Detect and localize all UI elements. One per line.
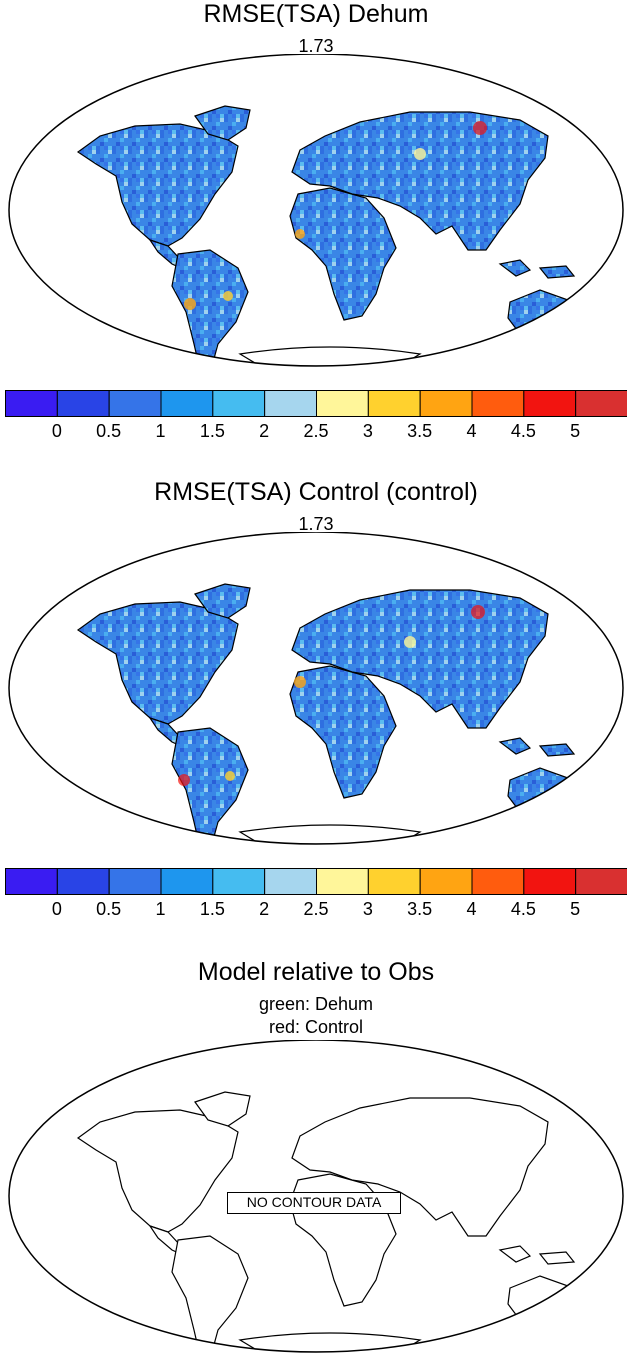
colorbar-2-tick-label: 3.5 [407,899,432,918]
colorbar-2-tick-label: 3 [363,899,373,918]
map-panel-1 [0,53,632,379]
panel-1-mean-label: 1.73 [298,36,334,56]
colorbar-2-swatch-6 [316,868,369,895]
colorbar-2-tick-label: 1 [155,899,165,918]
colorbar-2-tick-label: 1.5 [200,899,225,918]
colorbar-2-tick-label: 4 [466,899,476,918]
colorbar-2-tick-label: 2.5 [303,899,328,918]
colorbar-1-tick-label: 5 [570,421,580,440]
colorbar-2-tick-label: 4.5 [511,899,536,918]
colorbar-2-tick-label: 0 [52,899,62,918]
colorbar-1-swatch-7 [367,390,421,417]
colorbar-1-tick-label: 3.5 [407,421,432,440]
panel-1-title: RMSE(TSA) Dehum [203,0,429,28]
colorbar-2-swatch-4 [212,868,266,895]
colorbar-1-swatch-11 [575,390,629,417]
colorbar-1-svg: 0 0.5 1 1.5 2 2.5 3 3.5 4 4.5 5 [5,390,629,441]
colorbar-1-swatch-6 [316,390,369,417]
world-map-2 [8,531,624,845]
panel-2-title: RMSE(TSA) Control (control) [154,478,478,506]
colorbar-1-tick-label: 2 [259,421,269,440]
legend-line-2: red: Control [268,1017,364,1037]
colorbar-2-tick-label: 5 [570,899,580,918]
colorbar-2-swatch-1 [56,868,110,895]
colorbar-1: 0 0.5 1 1.5 2 2.5 3 3.5 4 4.5 5 [5,390,629,445]
colorbar-2-swatch-9 [471,868,525,895]
map-panel-3 [0,1039,632,1365]
colorbar-2-swatch-8 [419,868,473,895]
colorbar-1-tick-label: 1.5 [200,421,225,440]
colorbar-1-swatch-1 [56,390,110,417]
colorbar-1-tick-label: 0.5 [96,421,121,440]
colorbar-2-swatch-10 [523,868,577,895]
colorbar-2-swatch-7 [367,868,421,895]
colorbar-2-swatch-11 [575,868,629,895]
world-map-1 [8,53,624,367]
colorbar-2-tick-label: 0.5 [96,899,121,918]
colorbar-1-swatch-8 [419,390,473,417]
colorbar-1-swatch-2 [108,390,162,417]
panel-2-mean-label: 1.73 [298,514,334,534]
legend-line-1: green: Dehum [258,994,374,1014]
colorbar-2-swatch-3 [160,868,214,895]
colorbar-1-tick-label: 3 [363,421,373,440]
colorbar-1-swatch-5 [264,390,317,417]
colorbar-2-svg: 0 0.5 1 1.5 2 2.5 3 3.5 4 4.5 5 [5,868,629,919]
no-contour-data-label: NO CONTOUR DATA [227,1192,401,1214]
colorbar-2-swatch-2 [108,868,162,895]
colorbar-1-swatch-9 [471,390,525,417]
colorbar-1-swatch-4 [212,390,266,417]
panel-3-title: Model relative to Obs [197,958,435,986]
colorbar-1-swatch-0 [5,390,58,417]
colorbar-1-swatch-10 [523,390,577,417]
world-map-3 [8,1039,624,1353]
colorbar-1-tick-label: 0 [52,421,62,440]
colorbar-2-tick-label: 2 [259,899,269,918]
colorbar-1-tick-label: 4 [466,421,476,440]
colorbar-1-swatch-3 [160,390,214,417]
colorbar-1-tick-label: 4.5 [511,421,536,440]
colorbar-1-tick-label: 1 [155,421,165,440]
colorbar-2-swatch-0 [5,868,58,895]
colorbar-1-tick-label: 2.5 [303,421,328,440]
map-panel-2 [0,531,632,857]
colorbar-2: 0 0.5 1 1.5 2 2.5 3 3.5 4 4.5 5 [5,868,629,923]
colorbar-2-swatch-5 [264,868,317,895]
